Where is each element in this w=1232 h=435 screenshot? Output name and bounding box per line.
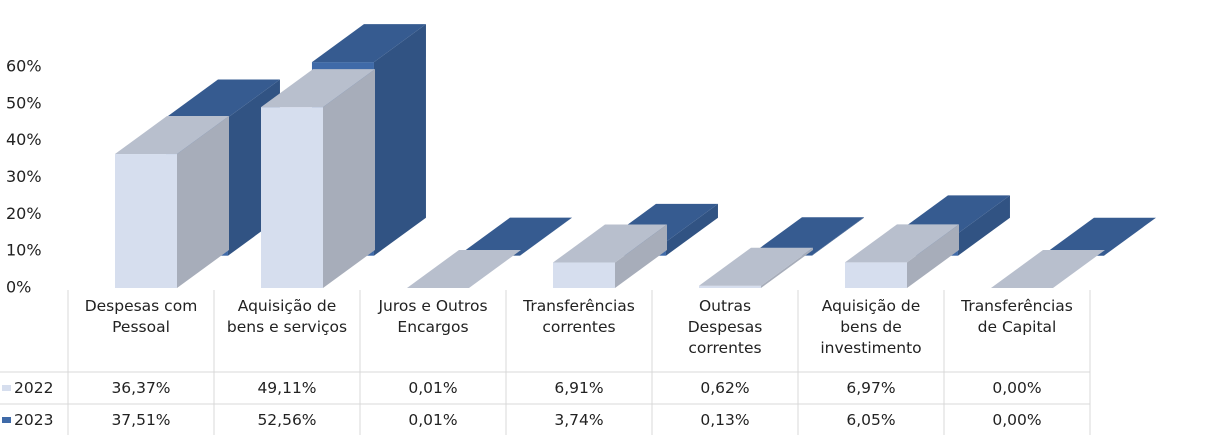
category-label: Outras Despesas correntes xyxy=(687,297,763,357)
value-label: 3,74% xyxy=(554,411,604,429)
category-label: Juros e Outros Encargos xyxy=(378,297,488,336)
value-label: 36,37% xyxy=(111,379,171,397)
category-label: Aquisição de bens e serviços xyxy=(226,297,348,336)
bar-side xyxy=(519,217,572,256)
category-label: Transferências correntes xyxy=(523,297,635,336)
y-tick-label: 10% xyxy=(6,241,42,260)
legend-label: 2023 xyxy=(14,411,54,429)
bar-side xyxy=(177,116,229,288)
y-tick-label: 30% xyxy=(6,167,42,186)
bar-top xyxy=(553,224,667,263)
legend-swatch xyxy=(2,417,11,423)
bar-top xyxy=(749,217,864,256)
bar-side xyxy=(323,69,375,288)
bar-front xyxy=(115,154,177,288)
bar-front xyxy=(699,285,761,288)
bar-side xyxy=(615,224,667,288)
bar-side xyxy=(665,203,718,256)
bar-top xyxy=(115,116,229,155)
y-tick-label: 60% xyxy=(6,57,42,76)
bar xyxy=(407,249,521,288)
bar xyxy=(991,250,1105,288)
bar-side xyxy=(957,195,1010,256)
bar-front xyxy=(553,262,615,288)
bar-top xyxy=(457,217,572,256)
bar-top xyxy=(845,224,959,263)
value-label: 0,00% xyxy=(992,379,1042,397)
bar-front xyxy=(845,262,907,288)
bar-top xyxy=(991,250,1105,288)
y-tick-label: 40% xyxy=(6,130,42,149)
value-label: 0,01% xyxy=(408,379,458,397)
bar-top xyxy=(407,249,521,288)
bar-top xyxy=(261,69,375,108)
category-label: Aquisição de bens de investimento xyxy=(820,297,922,357)
bar-front xyxy=(261,107,323,288)
bar-side xyxy=(907,224,959,288)
value-label: 0,13% xyxy=(700,411,750,429)
bar xyxy=(553,224,667,288)
value-label: 0,62% xyxy=(700,379,750,397)
bar-top xyxy=(895,195,1010,234)
bar xyxy=(115,116,229,288)
bar xyxy=(845,224,959,288)
value-label: 6,97% xyxy=(846,379,896,397)
bar-top xyxy=(311,24,426,63)
value-label: 6,91% xyxy=(554,379,604,397)
value-label: 0,00% xyxy=(992,411,1042,429)
value-label: 52,56% xyxy=(257,411,317,429)
y-tick-label: 20% xyxy=(6,204,42,223)
bar-top xyxy=(165,79,280,118)
bar xyxy=(699,247,813,288)
bar-top xyxy=(699,247,813,286)
y-tick-label: 0% xyxy=(6,278,31,297)
bar-side xyxy=(761,247,813,288)
bar-top xyxy=(1041,217,1156,256)
legend-swatch xyxy=(2,385,11,391)
bar-side xyxy=(811,217,864,256)
y-tick-label: 50% xyxy=(6,93,42,112)
legend-label: 2022 xyxy=(14,379,54,397)
value-label: 49,11% xyxy=(257,379,317,397)
bar xyxy=(261,69,375,288)
value-label: 37,51% xyxy=(111,411,171,429)
value-label: 0,01% xyxy=(408,411,458,429)
category-label: Despesas com Pessoal xyxy=(84,297,198,336)
bar xyxy=(1041,217,1156,256)
bar-side xyxy=(469,249,521,288)
bar-side xyxy=(373,24,426,256)
category-label: Transferências de Capital xyxy=(961,297,1073,336)
value-label: 6,05% xyxy=(846,411,896,429)
